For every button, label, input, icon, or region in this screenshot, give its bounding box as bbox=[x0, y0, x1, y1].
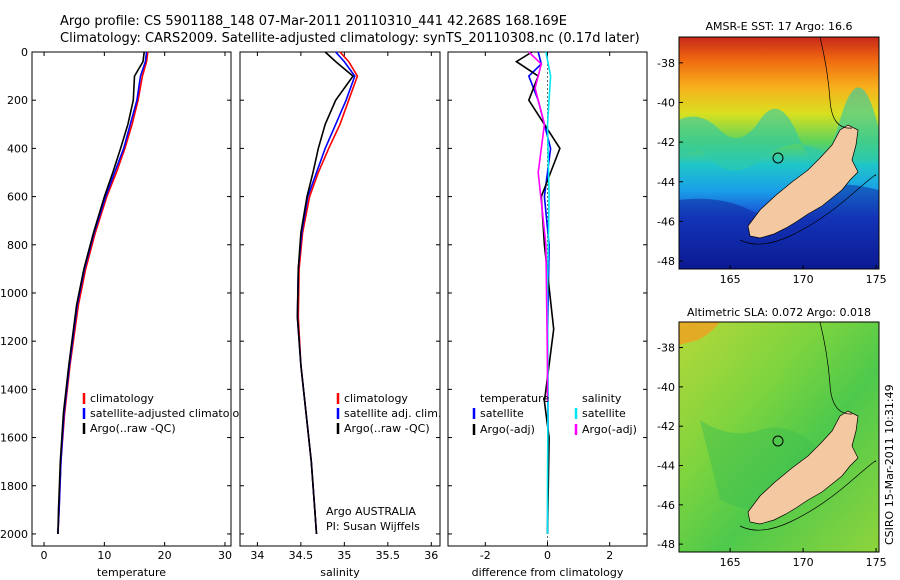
difference-series-satellite bbox=[545, 51, 552, 534]
sst_map-xtick-label: 165 bbox=[720, 273, 741, 286]
salinity-panel: 34 34.5 35 35.5 36 salinity climatology satelli… bbox=[239, 51, 441, 579]
sst_map-ytick-label: -48 bbox=[657, 255, 675, 268]
sla_map-ytick-label: -42 bbox=[657, 420, 675, 433]
salinity-legend-label: Argo(..raw -QC) bbox=[344, 422, 430, 435]
salinity-xtick-label: 34 bbox=[250, 549, 264, 562]
sst_map-ytick-label: -46 bbox=[657, 215, 675, 228]
sst_map-ytick-label: -44 bbox=[657, 176, 675, 189]
temperature-series-argo-raw-qc- bbox=[57, 51, 145, 535]
sst_map-xtick-label: 170 bbox=[793, 273, 814, 286]
diff-legend-label: satellite bbox=[480, 407, 524, 420]
sla-contour bbox=[739, 322, 877, 531]
diff-legend-label: satellite bbox=[582, 407, 626, 420]
salinity-legend-label: satellite adj. clim. bbox=[344, 407, 441, 420]
sla_map-ytick-label: -44 bbox=[657, 460, 675, 473]
salinity-xtick-label: 34.5 bbox=[289, 549, 314, 562]
temperature-ytick-label: 800 bbox=[7, 239, 28, 252]
diff-legend-label: Argo(-adj) bbox=[582, 423, 637, 436]
diff-legend-sal-title: salinity bbox=[582, 392, 622, 405]
temperature-panel: 0 10 20 30 0 200 400 600 800 1000 1200 1400 1600 1800… bbox=[0, 46, 253, 579]
diff-legend-temp-title: temperature bbox=[480, 392, 549, 405]
sst-nz-island bbox=[747, 124, 859, 239]
temperature-ytick-label: 200 bbox=[7, 94, 28, 107]
sla-warm bbox=[679, 322, 720, 345]
salinity-annotation: Argo AUSTRALIA bbox=[326, 505, 416, 518]
temperature-plot-area bbox=[31, 51, 232, 547]
temperature-xtick-label: 10 bbox=[97, 549, 111, 562]
salinity-xtick-label: 36 bbox=[424, 549, 438, 562]
sst_map-xtick-label: 175 bbox=[866, 273, 887, 286]
temperature-ytick-label: 1400 bbox=[0, 383, 28, 396]
salinity-annotation: PI: Susan Wijffels bbox=[326, 520, 420, 533]
sst-map: AMSR-E SST: 17 Argo: 16.6 165 170 175 -38 -4… bbox=[657, 20, 887, 286]
sst-argo-marker bbox=[772, 152, 784, 164]
temperature-xtick-label: 0 bbox=[41, 549, 48, 562]
sla_map-xtick-label: 165 bbox=[720, 556, 741, 569]
sla_map-xtick-label: 170 bbox=[793, 556, 814, 569]
salinity-xtick-label: 35 bbox=[337, 549, 351, 562]
temperature-legend-label: satellite-adjusted climatology bbox=[90, 407, 253, 420]
temperature-xlabel: temperature bbox=[97, 566, 166, 579]
temperature-ytick-label: 2000 bbox=[0, 528, 28, 541]
sla-argo-marker bbox=[772, 435, 784, 447]
difference-xlabel: difference from climatology bbox=[472, 566, 624, 579]
temperature-ytick-label: 1600 bbox=[0, 432, 28, 445]
header-line-2: Climatology: CARS2009. Satellite-adjuste… bbox=[60, 31, 640, 46]
sla_map-ytick-label: -40 bbox=[657, 381, 675, 394]
difference-xtick-label: 0 bbox=[544, 549, 551, 562]
header-line-1: Argo profile: CS 5901188_148 07-Mar-2011… bbox=[60, 14, 567, 29]
sst_map-ytick-label: -42 bbox=[657, 136, 675, 149]
temperature-ytick-label: 1200 bbox=[0, 335, 28, 348]
salinity-plot-area bbox=[239, 51, 441, 547]
sla_map-ytick-label: -48 bbox=[657, 538, 675, 551]
sla_map-ytick-label: -38 bbox=[657, 342, 675, 355]
salinity-xtick-label: 35.5 bbox=[376, 549, 401, 562]
difference-xtick-label: 2 bbox=[606, 549, 613, 562]
temperature-ytick-label: 0 bbox=[21, 46, 28, 59]
temperature-ytick-label: 1000 bbox=[0, 287, 28, 300]
temperature-xtick-label: 20 bbox=[158, 549, 172, 562]
sla-nz-island bbox=[747, 410, 859, 525]
temperature-legend-label: climatology bbox=[90, 392, 154, 405]
temperature-ytick-label: 400 bbox=[7, 142, 28, 155]
diff-legend-label: Argo(-adj) bbox=[480, 423, 535, 436]
salinity-xlabel: salinity bbox=[320, 566, 360, 579]
sla_map-xtick-label: 175 bbox=[866, 556, 887, 569]
salinity-series-argo-raw-qc- bbox=[296, 51, 355, 535]
temperature-xtick-label: 30 bbox=[218, 549, 232, 562]
sst-contour bbox=[739, 37, 877, 245]
sla-map-title: Altimetric SLA: 0.072 Argo: 0.018 bbox=[687, 306, 871, 319]
difference-panel: -2 0 2 difference from climatology temperatu… bbox=[447, 51, 648, 579]
temperature-ytick-label: 600 bbox=[7, 191, 28, 204]
sst_map-ytick-label: -40 bbox=[657, 96, 675, 109]
temperature-legend-label: Argo(..raw -QC) bbox=[90, 422, 176, 435]
salinity-legend-label: climatology bbox=[344, 392, 408, 405]
difference-series-argo-adj- bbox=[528, 51, 549, 402]
credit-text: CSIRO 15-Mar-2011 10:31:49 bbox=[883, 384, 896, 545]
sla_map-ytick-label: -46 bbox=[657, 499, 675, 512]
sla-map: Altimetric SLA: 0.072 Argo: 0.018 165 170… bbox=[657, 306, 887, 569]
difference-xtick-label: -2 bbox=[480, 549, 491, 562]
sst_map-ytick-label: -38 bbox=[657, 57, 675, 70]
temperature-ytick-label: 1800 bbox=[0, 480, 28, 493]
sst-map-title: AMSR-E SST: 17 Argo: 16.6 bbox=[705, 20, 852, 33]
